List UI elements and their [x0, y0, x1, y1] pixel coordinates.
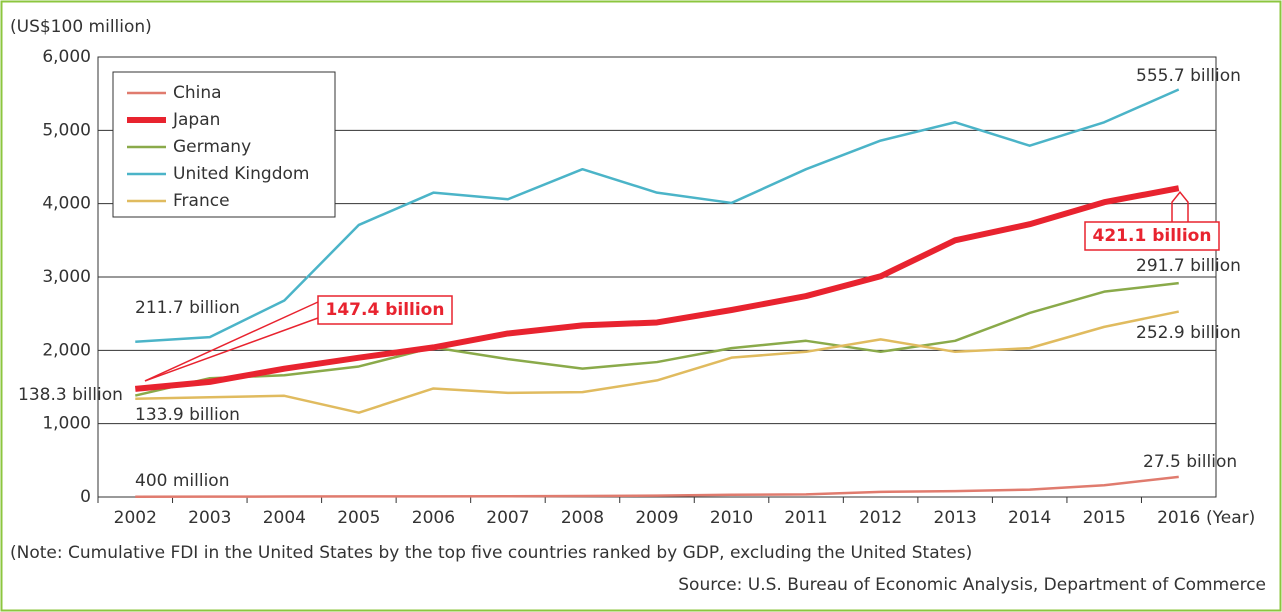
x-tick-label: 2015 [1083, 508, 1126, 528]
annotation: 133.9 billion [135, 405, 240, 425]
annotation: 27.5 billion [1143, 452, 1237, 472]
legend-label: Japan [172, 110, 220, 130]
y-tick-label: 6,000 [42, 47, 91, 67]
legend-label: China [173, 83, 222, 103]
x-tick-label: 2006 [412, 508, 455, 528]
annotation-box [1084, 221, 1220, 251]
y-tick-label: 5,000 [42, 120, 91, 140]
annotation: 400 million [135, 471, 229, 491]
x-axis-label: (Year) [1206, 508, 1255, 528]
y-tick-label: 0 [80, 487, 91, 507]
x-tick-label: 2014 [1008, 508, 1051, 528]
x-tick-label: 2005 [337, 508, 380, 528]
legend-box [112, 71, 336, 218]
annotation: 147.4 billion [326, 300, 445, 320]
legend-label: Germany [173, 137, 251, 157]
x-tick-label: 2003 [188, 508, 231, 528]
y-tick-label: 2,000 [42, 340, 91, 360]
note: (Note: Cumulative FDI in the United Stat… [10, 543, 972, 563]
source: Source: U.S. Bureau of Economic Analysis… [678, 575, 1266, 595]
y-axis-label: (US$100 million) [10, 17, 152, 37]
annotation: 138.3 billion [18, 385, 123, 405]
x-tick-label: 2007 [486, 508, 529, 528]
y-tick-label: 3,000 [42, 267, 91, 287]
y-tick-label: 1,000 [42, 414, 91, 434]
annotation: 211.7 billion [135, 298, 240, 318]
x-tick-label: 2008 [561, 508, 604, 528]
plot-border [97, 56, 1217, 498]
annotation: 252.9 billion [1136, 323, 1241, 343]
x-tick-label: 2009 [635, 508, 678, 528]
leader [144, 317, 319, 382]
legend-label: France [173, 191, 230, 211]
annotation: 555.7 billion [1136, 66, 1241, 86]
legend-label: United Kingdom [173, 164, 309, 184]
x-tick-label: 2010 [710, 508, 753, 528]
series-line [135, 88, 1180, 344]
annotation-box [317, 295, 453, 325]
x-tick-label: 2012 [859, 508, 902, 528]
series-line [134, 185, 1180, 392]
leader [1171, 190, 1189, 223]
x-tick-label: 2016 [1157, 508, 1200, 528]
annotation: 291.7 billion [1136, 256, 1241, 276]
annotation: 421.1 billion [1093, 226, 1212, 246]
x-tick-label: 2002 [114, 508, 157, 528]
series-line [135, 310, 1179, 414]
series-line [134, 281, 1179, 397]
x-tick-label: 2013 [934, 508, 977, 528]
y-tick-label: 4,000 [42, 194, 91, 214]
leader [144, 301, 319, 382]
x-tick-label: 2011 [784, 508, 827, 528]
x-tick-label: 2004 [263, 508, 306, 528]
series-line [135, 475, 1179, 498]
